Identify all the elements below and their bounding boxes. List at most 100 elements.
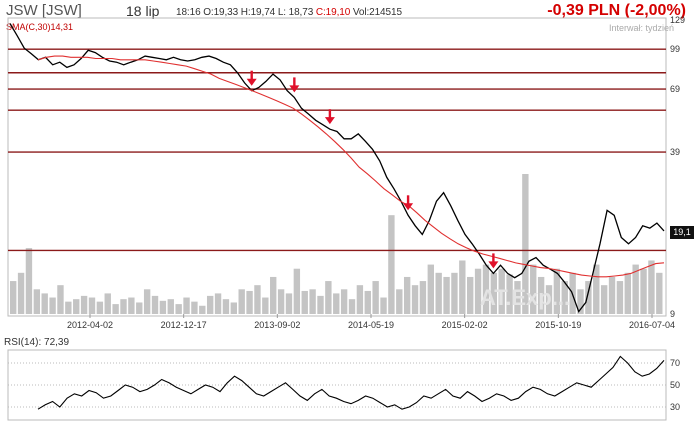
- volume-bar: [57, 285, 64, 314]
- volume-bar: [640, 268, 647, 314]
- price-panel-frame: [7, 17, 667, 317]
- volume-bar: [530, 264, 537, 314]
- volume-bar: [199, 305, 206, 314]
- volume-bar: [545, 285, 553, 314]
- volume-bar: [356, 285, 364, 314]
- volume-bar: [254, 285, 261, 314]
- volume-bar: [175, 304, 182, 314]
- x-tick-label: 2015-02-02: [442, 320, 488, 330]
- ohlc-readout: 18:16 O:19,33 H:19,74 L: 18,73 C:19,10 V…: [176, 7, 402, 18]
- close-value: C:19,10: [315, 7, 351, 18]
- volume-bar: [301, 290, 308, 314]
- signal-arrow-head: [246, 78, 257, 86]
- volume-bar: [73, 299, 80, 314]
- volume-bar: [65, 301, 72, 314]
- volume-bar: [325, 281, 332, 314]
- volume-bar: [403, 276, 411, 314]
- volume-bar: [561, 281, 568, 314]
- signal-arrow-head: [324, 117, 335, 125]
- rsi-tick-label: 50: [670, 380, 680, 390]
- y-tick-label: 129: [670, 15, 685, 25]
- volume-bar: [183, 297, 190, 314]
- volume-bar: [364, 290, 371, 314]
- last-price-badge: 19,1: [670, 226, 694, 239]
- volume-bar: [238, 289, 245, 314]
- volume-bar: [246, 290, 253, 314]
- volume-bar: [553, 268, 561, 314]
- volume-bar: [522, 174, 529, 314]
- volume-bar: [411, 285, 419, 314]
- volume-bar: [128, 297, 135, 314]
- volume-bar: [293, 268, 301, 314]
- rsi-panel-frame: [7, 349, 667, 421]
- volume-bar: [167, 299, 174, 314]
- rsi-panel: 70 50 30: [8, 355, 680, 412]
- watermark: AT.Exp...: [480, 285, 570, 310]
- volume-bar: [600, 285, 608, 314]
- volume-bar: [648, 260, 655, 314]
- volume-bar: [25, 248, 33, 314]
- volume-bar: [136, 302, 143, 314]
- volume-bar: [112, 304, 119, 314]
- volume-bar: [120, 299, 127, 314]
- volume-bar: [537, 276, 545, 314]
- volume-bar: [474, 268, 482, 314]
- volume-bar: [419, 281, 427, 314]
- volume-bar: [396, 289, 403, 314]
- volume-bar: [143, 289, 151, 314]
- volume-bar: [490, 272, 498, 314]
- volume-bar: [277, 289, 285, 314]
- x-tick-label: 2015-10-19: [535, 320, 581, 330]
- x-tick-label: 2014-05-19: [348, 320, 394, 330]
- price-change: -0,39 PLN (-2,00%): [547, 2, 686, 19]
- volume-bar: [285, 293, 293, 314]
- quote-time: 18:16: [176, 7, 201, 18]
- y-tick-label: 9: [670, 309, 675, 319]
- chart-header: JSW [JSW] 18 lip 18:16 O:19,33 H:19,74 L…: [0, 0, 700, 22]
- signal-arrow-head: [403, 203, 414, 211]
- volume-bar: [624, 272, 631, 314]
- volume-bar: [451, 272, 458, 314]
- level-lines: [8, 48, 666, 252]
- volume-bar: [262, 297, 269, 314]
- sma-line: [37, 55, 665, 278]
- volume-bar: [498, 268, 505, 314]
- signal-arrows: [246, 70, 499, 269]
- signal-arrow-head: [488, 261, 499, 269]
- volume-bar: [388, 215, 395, 314]
- volume-bar: [467, 276, 474, 314]
- volume-bar: [49, 297, 56, 314]
- volume-bar: [372, 281, 379, 314]
- volume-bar: [435, 272, 442, 314]
- volume-bar: [191, 301, 198, 314]
- volume-bar: [214, 293, 222, 314]
- price-y-axis: 129 99 69 39 9: [670, 15, 685, 319]
- volume-bar: [333, 293, 340, 314]
- volume-bar: [270, 276, 277, 314]
- rsi-tick-label: 70: [670, 358, 680, 368]
- x-tick-label: 2012-12-17: [161, 320, 207, 330]
- volume-bar: [206, 295, 214, 314]
- volume-bar: [459, 260, 466, 314]
- volume-bar: [656, 272, 663, 314]
- x-tick-label: 2016-07-04: [629, 320, 675, 330]
- y-tick-label: 69: [670, 84, 680, 94]
- sma-label: SMA(C,30)14,31: [6, 22, 74, 32]
- volume-bar: [309, 289, 316, 314]
- volume-bar: [585, 281, 592, 314]
- price-series: [9, 23, 665, 313]
- volume-bar: [230, 302, 238, 314]
- open-value: O:19,33: [203, 7, 239, 18]
- volume-bar: [317, 295, 324, 314]
- volume-bars: [10, 174, 663, 314]
- volume-bar: [348, 299, 356, 314]
- rsi-label: RSI(14): 72,39: [4, 337, 70, 348]
- volume-bar: [443, 276, 450, 314]
- volume-bar: [608, 276, 616, 314]
- y-tick-label: 99: [670, 44, 680, 54]
- volume-bar: [151, 295, 159, 314]
- ticker-name: JSW [JSW]: [6, 2, 82, 19]
- x-tick-label: 2013-09-02: [254, 320, 300, 330]
- volume-bar: [380, 297, 387, 314]
- volume-bar: [427, 264, 434, 314]
